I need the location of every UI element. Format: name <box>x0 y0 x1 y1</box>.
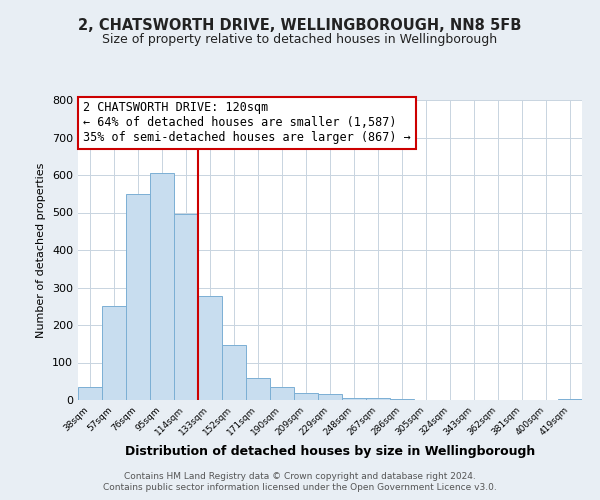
Bar <box>318 394 342 400</box>
X-axis label: Distribution of detached houses by size in Wellingborough: Distribution of detached houses by size … <box>125 446 535 458</box>
Text: 2 CHATSWORTH DRIVE: 120sqm
← 64% of detached houses are smaller (1,587)
35% of s: 2 CHATSWORTH DRIVE: 120sqm ← 64% of deta… <box>83 102 411 144</box>
Text: 2, CHATSWORTH DRIVE, WELLINGBOROUGH, NN8 5FB: 2, CHATSWORTH DRIVE, WELLINGBOROUGH, NN8… <box>79 18 521 32</box>
Bar <box>222 344 246 400</box>
Text: Contains HM Land Registry data © Crown copyright and database right 2024.: Contains HM Land Registry data © Crown c… <box>124 472 476 481</box>
Bar <box>294 392 318 400</box>
Bar <box>270 387 294 400</box>
Bar <box>558 399 582 400</box>
Bar <box>78 387 102 400</box>
Bar <box>174 214 198 400</box>
Bar <box>150 173 174 400</box>
Bar <box>246 378 270 400</box>
Text: Contains public sector information licensed under the Open Government Licence v3: Contains public sector information licen… <box>103 484 497 492</box>
Bar <box>342 398 366 400</box>
Bar <box>102 306 126 400</box>
Text: Size of property relative to detached houses in Wellingborough: Size of property relative to detached ho… <box>103 32 497 46</box>
Bar <box>198 296 222 400</box>
Y-axis label: Number of detached properties: Number of detached properties <box>37 162 46 338</box>
Bar <box>126 194 150 400</box>
Bar <box>366 398 390 400</box>
Bar <box>390 399 414 400</box>
